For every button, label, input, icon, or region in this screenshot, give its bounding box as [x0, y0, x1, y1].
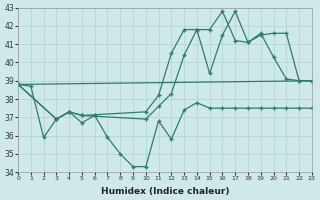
X-axis label: Humidex (Indice chaleur): Humidex (Indice chaleur) — [101, 187, 229, 196]
